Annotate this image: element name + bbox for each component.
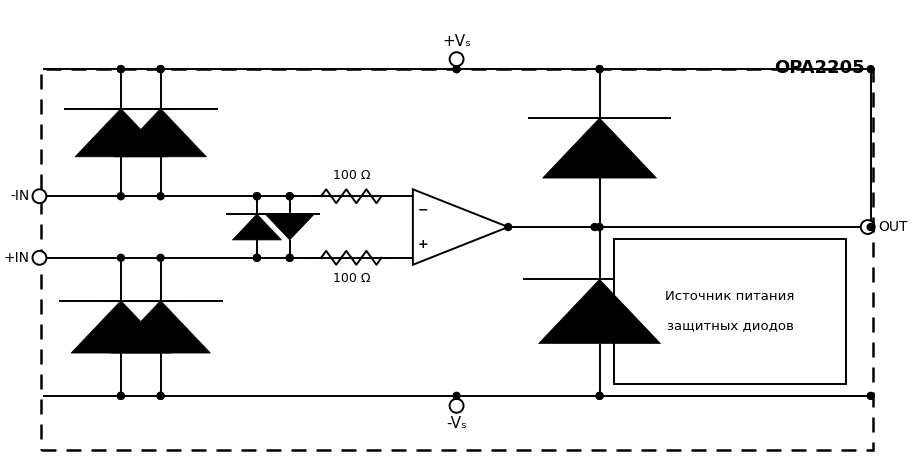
- Circle shape: [453, 65, 460, 72]
- Polygon shape: [542, 118, 656, 178]
- Text: OUT: OUT: [878, 220, 908, 234]
- Text: Источник питания: Источник питания: [666, 290, 795, 303]
- FancyBboxPatch shape: [614, 239, 845, 384]
- Circle shape: [118, 65, 124, 72]
- Circle shape: [118, 254, 124, 261]
- Text: −: −: [417, 204, 428, 217]
- Circle shape: [287, 254, 293, 261]
- Polygon shape: [413, 189, 509, 265]
- Circle shape: [254, 254, 260, 261]
- Circle shape: [287, 254, 293, 261]
- Text: 100 Ω: 100 Ω: [332, 169, 370, 183]
- Circle shape: [596, 224, 603, 230]
- Circle shape: [157, 392, 164, 399]
- Circle shape: [254, 193, 260, 200]
- Circle shape: [861, 220, 875, 234]
- Text: +IN: +IN: [4, 251, 29, 265]
- Circle shape: [596, 65, 603, 72]
- Circle shape: [254, 193, 260, 200]
- Circle shape: [118, 392, 124, 399]
- Circle shape: [505, 224, 511, 230]
- Circle shape: [118, 65, 124, 72]
- Polygon shape: [110, 301, 210, 353]
- Text: -IN: -IN: [10, 189, 29, 203]
- Polygon shape: [539, 279, 660, 343]
- Polygon shape: [71, 301, 171, 353]
- Polygon shape: [75, 108, 167, 157]
- Circle shape: [596, 392, 603, 399]
- Polygon shape: [265, 214, 314, 240]
- Circle shape: [453, 65, 460, 72]
- Circle shape: [591, 224, 598, 230]
- Circle shape: [33, 251, 47, 265]
- Circle shape: [453, 392, 460, 399]
- Circle shape: [449, 399, 464, 413]
- Text: OPA2205: OPA2205: [774, 59, 865, 77]
- Circle shape: [596, 65, 603, 72]
- Circle shape: [867, 392, 874, 399]
- Circle shape: [118, 392, 124, 399]
- Circle shape: [254, 254, 260, 261]
- Text: +: +: [417, 237, 428, 250]
- Circle shape: [157, 65, 164, 72]
- Circle shape: [157, 392, 164, 399]
- Polygon shape: [233, 214, 281, 240]
- Circle shape: [157, 65, 164, 72]
- Circle shape: [867, 224, 874, 230]
- Text: -Vₛ: -Vₛ: [446, 416, 467, 431]
- Circle shape: [867, 65, 874, 72]
- Text: 100 Ω: 100 Ω: [332, 272, 370, 285]
- Text: защитных диодов: защитных диодов: [666, 319, 793, 332]
- Text: +Vₛ: +Vₛ: [442, 34, 471, 49]
- Polygon shape: [115, 108, 206, 157]
- Circle shape: [596, 392, 603, 399]
- Circle shape: [287, 193, 293, 200]
- Circle shape: [33, 189, 47, 203]
- Circle shape: [449, 52, 464, 66]
- Circle shape: [157, 193, 164, 200]
- Circle shape: [118, 193, 124, 200]
- Circle shape: [157, 254, 164, 261]
- Circle shape: [287, 193, 293, 200]
